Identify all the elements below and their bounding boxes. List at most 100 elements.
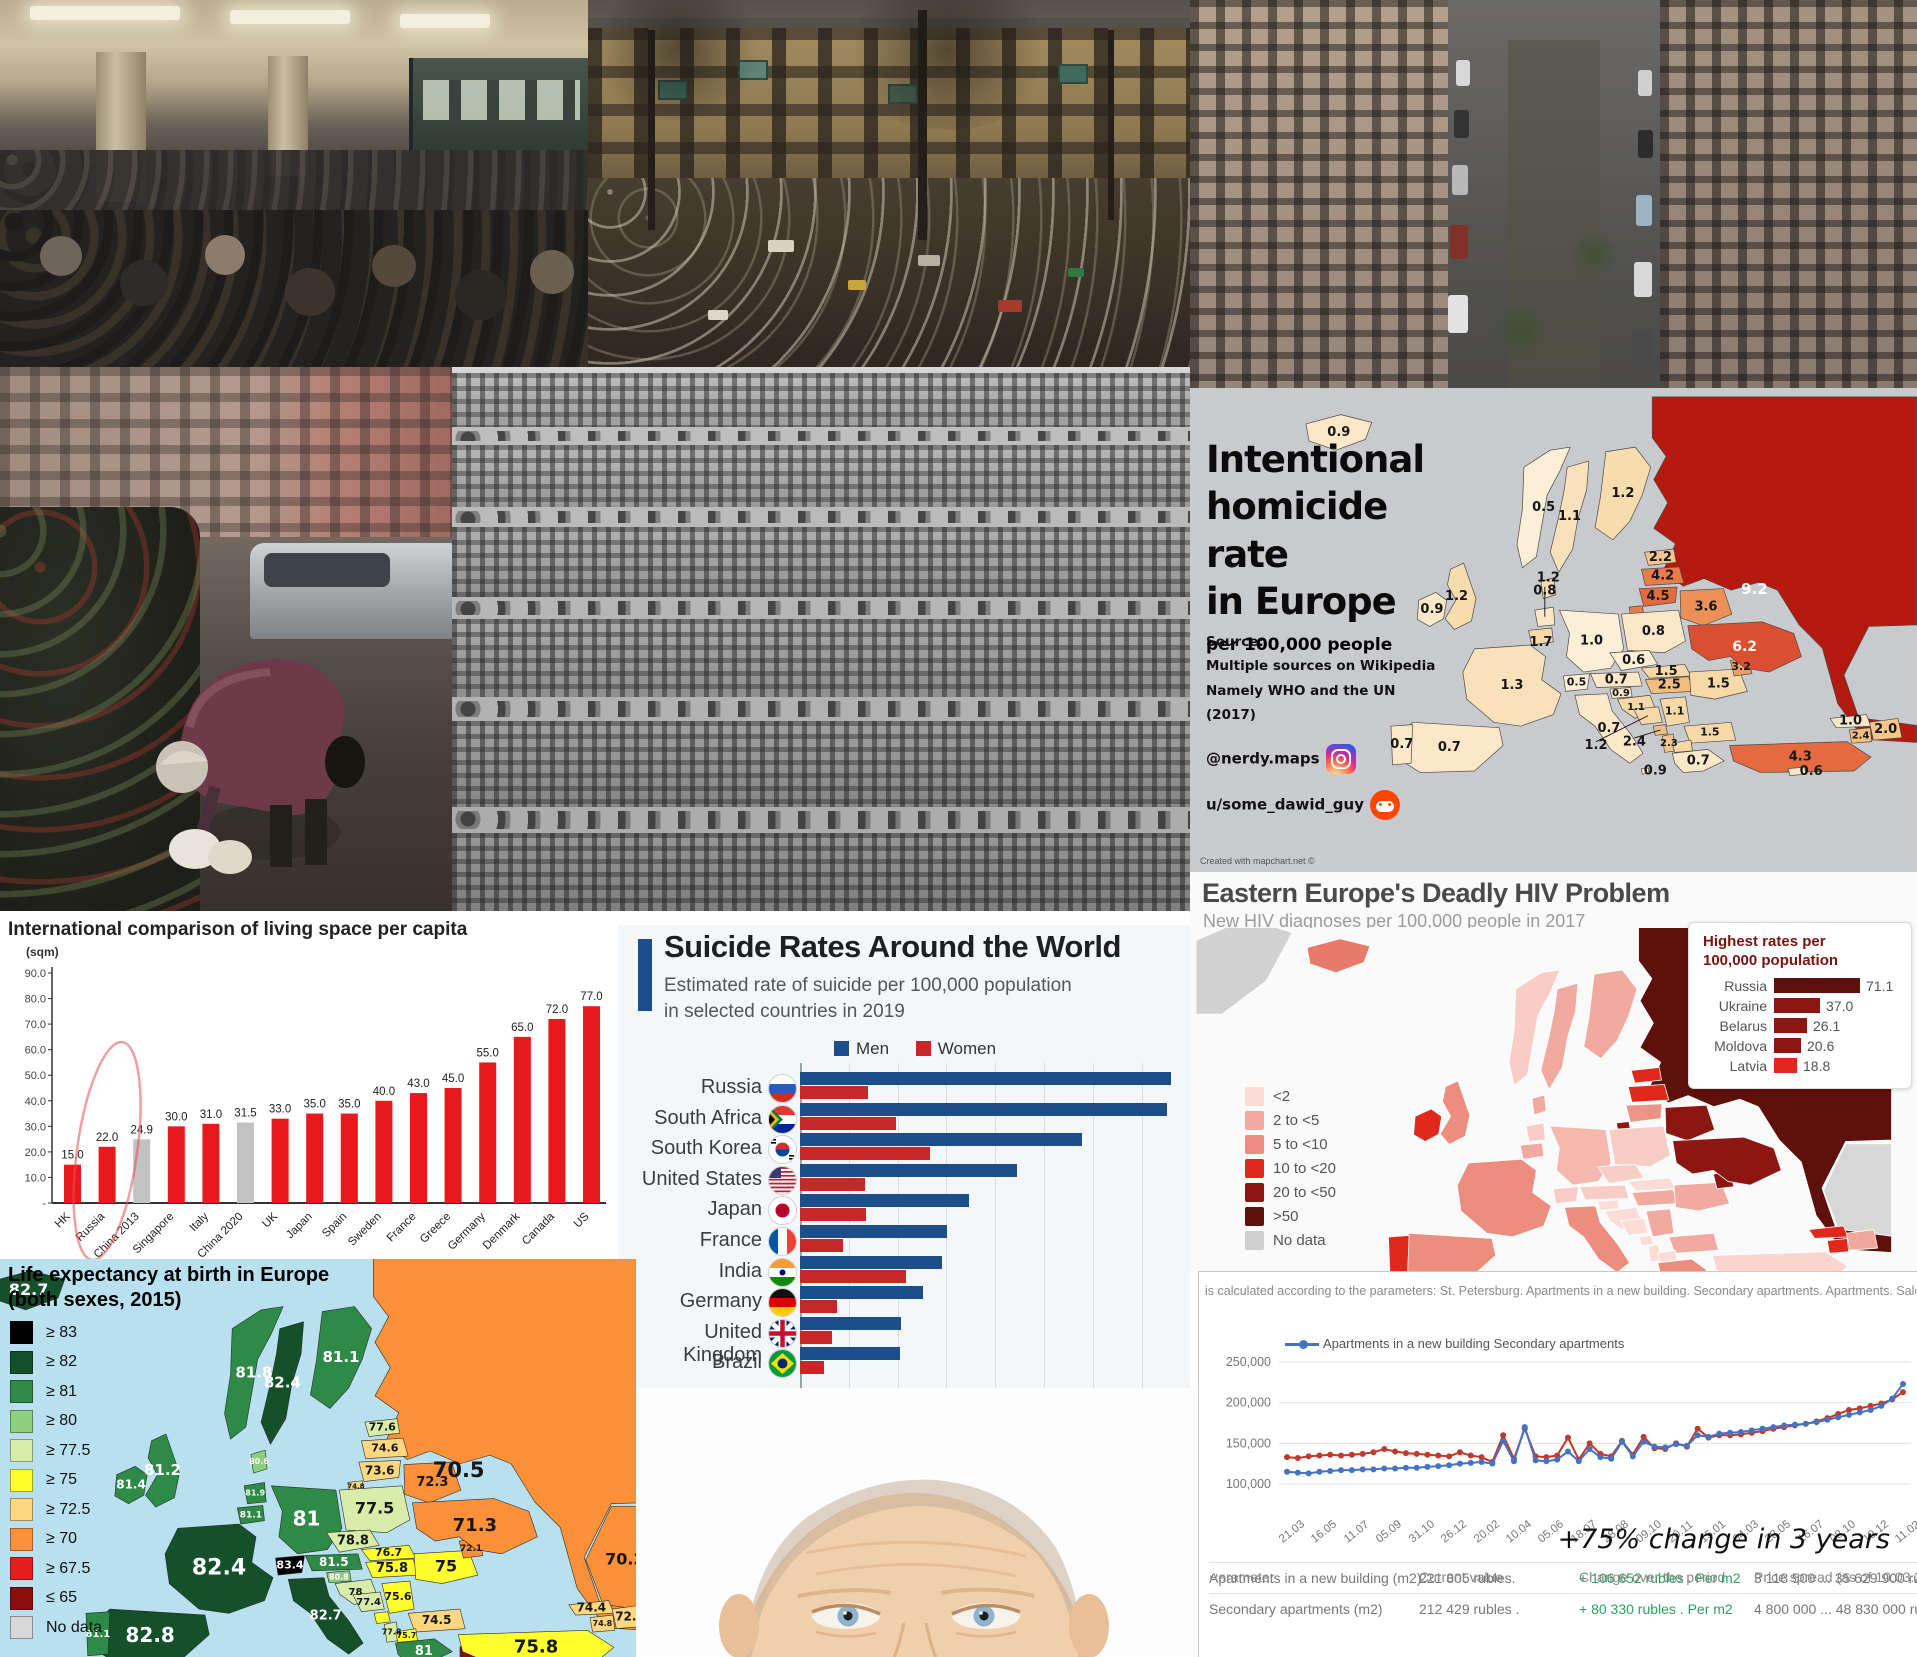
map-label-czechia: 78.8 <box>337 1534 369 1549</box>
map-label-austria: 0.7 <box>1605 672 1628 687</box>
living-chart-title: International comparison of living space… <box>8 919 468 940</box>
homicide-title-block: Intentional homicide rate in Europe per … <box>1206 436 1436 655</box>
region-belarus <box>1664 1104 1716 1142</box>
map-label-turkey: 75.8 <box>514 1636 558 1657</box>
svg-text:45.0: 45.0 <box>442 1073 464 1085</box>
bar-Greece <box>444 1088 462 1203</box>
region-bosnia <box>1620 1218 1649 1236</box>
region-belarus <box>403 1461 462 1504</box>
region-turkey <box>1729 741 1872 773</box>
putin-portrait <box>636 1388 1198 1657</box>
women-bar-brazil <box>800 1361 825 1375</box>
region-portugal <box>85 1611 111 1657</box>
map-label-ireland: 81.4 <box>116 1478 146 1492</box>
region-ukraine <box>1672 1136 1782 1186</box>
parked-car <box>250 543 452 639</box>
region-turkey <box>1712 1251 1849 1271</box>
region-france <box>164 1523 274 1614</box>
region-estonia <box>364 1418 400 1437</box>
map-label-croatia: 1.1 <box>1627 702 1645 713</box>
map-label-latvia: 74.6 <box>371 1441 398 1454</box>
map-label-slovakia: 76.7 <box>375 1546 402 1559</box>
apt-x-label: 10.04 <box>1503 1518 1535 1546</box>
apt-table: Parameter Current value Change over the pe… <box>1209 1562 1917 1624</box>
men-legend-swatch <box>833 1041 849 1056</box>
bar-France <box>410 1093 427 1203</box>
statista-accent-bar <box>638 939 652 1011</box>
svg-text:33.0: 33.0 <box>269 1104 291 1116</box>
mapchart-credit: Created with mapchart.net © <box>1200 856 1315 866</box>
map-label-greece: 81 <box>415 1644 433 1657</box>
region-hungary <box>1631 1189 1679 1207</box>
region-sweden <box>1549 460 1590 573</box>
country-label-united-states: United States <box>641 1167 762 1190</box>
apartment-block-left <box>1190 0 1448 388</box>
person-head <box>205 235 245 275</box>
life-legend-item: ≥ 81 <box>10 1380 102 1403</box>
region-armenia <box>589 1614 615 1633</box>
putin-face-svg <box>636 1388 1198 1657</box>
map-label-cyprus: 0.6 <box>1800 764 1823 779</box>
map-label-albania: 77.8 <box>382 1628 402 1637</box>
region-netherlands <box>243 1482 267 1504</box>
map-label-switzerland: 83.4 <box>276 1558 303 1571</box>
country-label-south-africa: South Africa <box>654 1106 762 1129</box>
life-legend-item: ≥ 72.5 <box>10 1498 102 1521</box>
map-label-bulgaria: 1.5 <box>1700 726 1720 739</box>
hiv-subtitle: New HIV diagnoses per 100,000 people in … <box>1203 911 1586 931</box>
men-bar-south-africa <box>800 1102 1167 1116</box>
region-poland <box>1620 609 1686 654</box>
svg-text:40.0: 40.0 <box>373 1086 395 1098</box>
tree-branches <box>588 0 768 120</box>
map-label-kazakhstan: 70.2 <box>605 1550 636 1569</box>
apt-x-label: 05.09 <box>1374 1518 1405 1546</box>
hiv-legend-item: 20 to <50 <box>1245 1183 1336 1202</box>
svg-text:40.0: 40.0 <box>25 1096 46 1108</box>
region-georgia <box>1808 1225 1849 1239</box>
suicide-gridline <box>1044 1063 1045 1388</box>
apt-line-chart-svg: 250,000 200,000 150,000 100,000 <box>1226 1355 1911 1491</box>
svg-text:80.0: 80.0 <box>25 994 46 1006</box>
map-label-lithuania: 73.6 <box>365 1463 395 1477</box>
parked-car <box>1634 262 1652 297</box>
series-line-new <box>1286 1383 1904 1475</box>
region-ireland <box>114 1466 148 1504</box>
map-label-slovakia: 1.5 <box>1655 664 1678 679</box>
map-label-russia: 70.5 <box>433 1458 485 1482</box>
region-serbia <box>381 1580 415 1614</box>
map-label-iceland: 0.9 <box>1327 425 1350 440</box>
tree-row <box>452 701 1190 717</box>
men-bar-south-korea <box>800 1133 1083 1147</box>
map-label-uk: 1.2 <box>1445 589 1468 604</box>
bar-Sweden <box>375 1100 393 1203</box>
parked-car <box>1638 70 1652 96</box>
person-head <box>40 236 82 276</box>
panel-building-row <box>452 373 1190 427</box>
region-slovakia <box>1627 1177 1676 1192</box>
map-label-hungary: 2.5 <box>1658 678 1681 693</box>
apt-x-label: 11.02 <box>1893 1518 1917 1546</box>
region-greece <box>395 1638 453 1657</box>
region-greenland <box>1195 928 1293 1015</box>
region-uk <box>145 1433 180 1508</box>
apt-table-row: Secondary apartments (m2) 212 429 rubles … <box>1209 1593 1917 1624</box>
balcony <box>1058 64 1088 84</box>
bar-Denmark <box>513 1036 531 1203</box>
map-label-georgia: 1.0 <box>1839 714 1862 729</box>
svg-text:200,000: 200,000 <box>1226 1396 1271 1410</box>
region-bulgaria <box>407 1608 466 1633</box>
region-belgium <box>1519 1142 1545 1160</box>
svg-text:10.0: 10.0 <box>25 1172 46 1184</box>
bar-China 2013 <box>133 1139 151 1203</box>
parked-car <box>1450 225 1468 259</box>
life-legend-item: ≥ 77.5 <box>10 1439 102 1462</box>
ceiling-light <box>30 6 180 20</box>
region-ireland <box>1416 592 1447 627</box>
parked-car <box>1448 295 1468 333</box>
svg-text:100,000: 100,000 <box>1226 1477 1271 1491</box>
region-romania <box>1689 668 1748 700</box>
parked-car <box>1456 60 1470 86</box>
map-label-iceland: 82.7 <box>9 1280 48 1299</box>
region-austria <box>1590 671 1643 688</box>
map-label-bosnia: 77.4 <box>356 1597 381 1608</box>
